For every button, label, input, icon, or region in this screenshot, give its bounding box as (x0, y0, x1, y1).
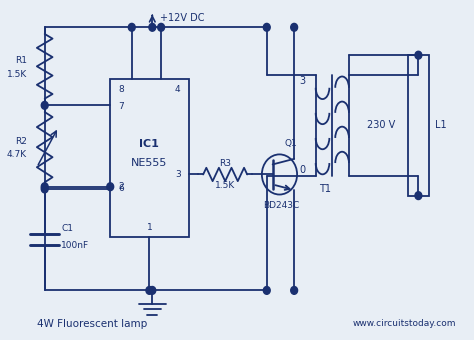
Text: 7: 7 (118, 102, 124, 111)
Text: 4W Fluorescent lamp: 4W Fluorescent lamp (37, 319, 147, 329)
Text: 1.5K: 1.5K (7, 70, 27, 79)
Circle shape (149, 287, 156, 294)
Text: 1.5K: 1.5K (215, 181, 235, 190)
Circle shape (149, 23, 156, 31)
Text: IC1: IC1 (139, 139, 159, 149)
Text: Q1: Q1 (284, 139, 297, 148)
Text: 100nF: 100nF (61, 241, 90, 250)
Text: www.circuitstoday.com: www.circuitstoday.com (353, 319, 456, 328)
Text: 4: 4 (175, 85, 181, 94)
Circle shape (291, 23, 298, 31)
Text: R2: R2 (15, 137, 27, 146)
Circle shape (146, 287, 153, 294)
Text: 3: 3 (300, 76, 306, 86)
Text: 1: 1 (146, 223, 152, 233)
Circle shape (415, 51, 422, 59)
Circle shape (264, 23, 270, 31)
Circle shape (291, 287, 298, 294)
Bar (110, 79, 189, 237)
Text: NE555: NE555 (131, 158, 168, 168)
Text: 230 V: 230 V (366, 120, 395, 131)
Text: R1: R1 (15, 56, 27, 65)
Bar (408, 55, 429, 196)
Text: 0: 0 (300, 165, 306, 175)
Text: 8: 8 (118, 85, 124, 94)
Text: 3: 3 (175, 170, 181, 179)
Text: L1: L1 (435, 120, 447, 131)
Circle shape (415, 192, 422, 200)
Circle shape (41, 101, 48, 109)
Circle shape (41, 183, 48, 191)
Text: C1: C1 (61, 224, 73, 233)
Circle shape (264, 287, 270, 294)
Circle shape (107, 183, 114, 191)
Text: 6: 6 (118, 185, 124, 193)
Circle shape (158, 23, 164, 31)
Circle shape (41, 185, 48, 193)
Text: 2: 2 (118, 182, 124, 191)
Text: +12V DC: +12V DC (160, 13, 205, 23)
Text: 4.7K: 4.7K (7, 150, 27, 159)
Text: R3: R3 (219, 159, 231, 168)
Text: BD243C: BD243C (264, 201, 300, 210)
Circle shape (128, 23, 135, 31)
Text: T1: T1 (319, 184, 330, 194)
